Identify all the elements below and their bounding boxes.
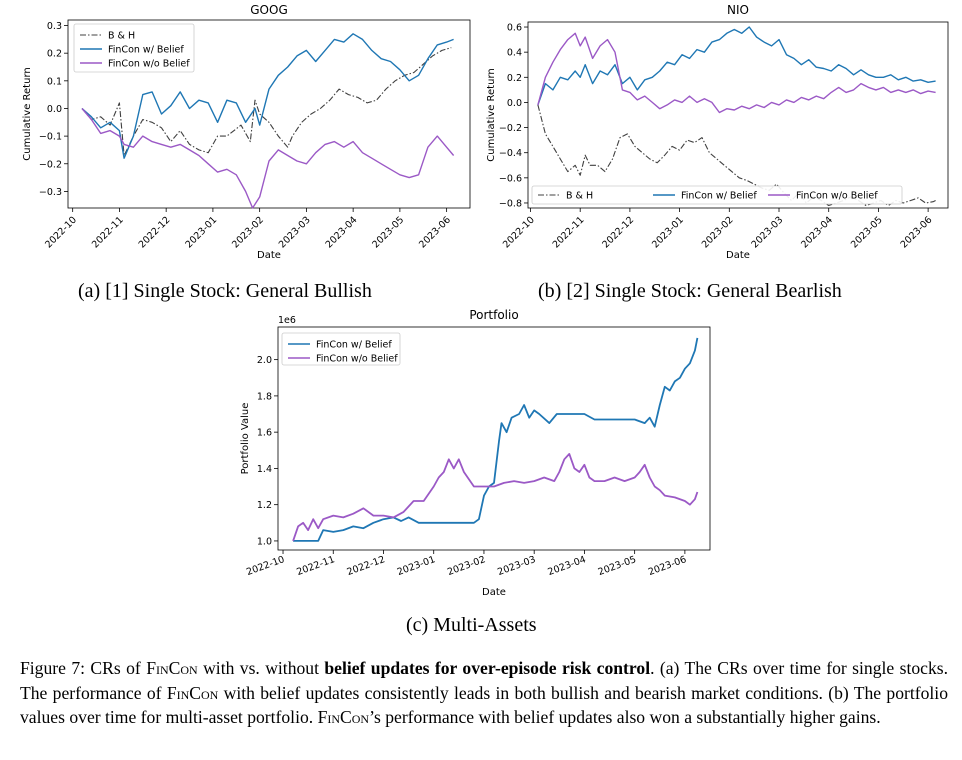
chart-portfolio: Portfolio 2.0 1.8 1.6 1.4 1.2 1.0 2022-10 2022-1… <box>240 308 711 598</box>
caption-c: (c) Multi-Assets <box>406 614 537 636</box>
x-tick-label: 2023-02 <box>700 215 736 251</box>
x-tick-label: 2022-12 <box>600 215 636 251</box>
figure-caption: Figure 7: CRs of FinCon with vs. without… <box>20 656 948 730</box>
x-axis-label: Date <box>482 587 506 598</box>
x-axis-label: Date <box>257 250 281 261</box>
chart-nio: NIO 0.6 0.4 0.2 0.0 −0.2 −0.4 −0.6 −0.8 2022-10 20… <box>486 3 949 261</box>
y-tick-label: −0.1 <box>39 132 62 143</box>
series-line-fincon-w-o-belief <box>537 32 936 114</box>
x-axis-label: Date <box>726 250 750 261</box>
x-tick-label: 2022-11 <box>295 554 336 578</box>
series-line-fincon-w-belief <box>81 33 454 159</box>
plot-area <box>67 19 471 209</box>
series-line-fincon-w-belief <box>293 337 699 542</box>
series-line-fincon-w-belief <box>537 26 936 106</box>
x-tick-label: 2022-12 <box>137 215 173 251</box>
chart-title: GOOG <box>250 3 288 17</box>
y-tick-label: 0.3 <box>47 21 62 32</box>
legend-label: FinCon w/ Belief <box>681 191 757 202</box>
chart-goog-panel: GOOG 0.3 0.2 0.1 0.0 −0.1 −0.2 −0.3 2022-10 2022-… <box>0 0 480 270</box>
x-tick-label: 2022-10 <box>501 215 537 251</box>
fincon-name: FinCon <box>317 707 370 727</box>
series-line-fincon-w-o-belief <box>81 108 455 209</box>
caption-b: (b) [2] Single Stock: General Bearlish <box>538 280 842 302</box>
x-tick-label: 2022-12 <box>345 554 386 578</box>
legend-label: FinCon w/ Belief <box>108 45 184 56</box>
legend-label: FinCon w/o Belief <box>108 59 190 70</box>
y-tick-label: 2.0 <box>257 355 272 366</box>
chart-portfolio-panel: Portfolio 2.0 1.8 1.6 1.4 1.2 1.0 2022-10 2022-1… <box>230 305 730 605</box>
caption-text: with belief updates consistently leads i… <box>20 682 948 728</box>
x-tick-label: 2023-01 <box>183 215 219 251</box>
x-tick-label: 2023-06 <box>647 554 688 578</box>
fincon-name: FinCon <box>146 658 198 678</box>
figure-label: Figure 7: <box>20 658 86 678</box>
chart-title: NIO <box>727 3 749 17</box>
x-tick-label: 2023-03 <box>496 554 537 578</box>
fincon-name: FinCon <box>166 682 219 703</box>
y-tick-label: 0.0 <box>507 98 522 109</box>
y-tick-label: 1.0 <box>257 536 272 547</box>
x-tick-label: 2023-04 <box>546 554 587 578</box>
x-tick-label: 2023-03 <box>277 215 313 251</box>
y-tick-label: 1.6 <box>257 428 272 439</box>
x-tick-label: 2022-10 <box>245 554 286 578</box>
x-tick-label: 2023-06 <box>899 215 935 251</box>
series-line-b-h <box>81 47 452 157</box>
caption-text: . (a) The CRs over time for single stock… <box>20 658 948 703</box>
y-tick-label: −0.2 <box>39 159 62 170</box>
y-tick-label: −0.2 <box>499 123 522 134</box>
x-tick-label: 2023-03 <box>750 215 786 251</box>
y-tick-label: 0.6 <box>507 23 522 34</box>
y-axis-label: Cumulative Return <box>486 68 497 161</box>
x-tick-label: 2022-11 <box>551 215 587 251</box>
y-tick-label: 0.4 <box>507 48 522 59</box>
x-tick-label: 2022-11 <box>90 215 126 251</box>
y-axis-label: Portfolio Value <box>240 403 251 475</box>
legend-label: B & H <box>108 31 135 42</box>
caption-bold: belief updates for over-episode risk con… <box>324 658 651 678</box>
y-tick-label: 1.4 <box>257 464 272 475</box>
x-tick-label: 2022-10 <box>43 215 79 251</box>
x-tick-label: 2023-05 <box>849 215 885 251</box>
legend-label: FinCon w/o Belief <box>796 191 878 202</box>
legend-box <box>73 23 195 73</box>
x-tick-label: 2023-02 <box>446 554 487 578</box>
caption-a: (a) [1] Single Stock: General Bullish <box>78 280 372 302</box>
plot-area <box>527 21 949 209</box>
x-tick-label: 2023-06 <box>417 215 453 251</box>
y-tick-label: −0.8 <box>499 198 522 209</box>
caption-text: ’s performance with belief updates also … <box>369 707 881 727</box>
y-tick-label: 0.2 <box>47 49 62 60</box>
chart-nio-panel: NIO 0.6 0.4 0.2 0.0 −0.2 −0.4 −0.6 −0.8 2022-10 20… <box>480 0 962 270</box>
chart-title: Portfolio <box>469 308 518 322</box>
y-tick-label: 0.1 <box>47 76 62 87</box>
y-tick-label: 1.8 <box>257 391 272 402</box>
x-tick-label: 2023-01 <box>650 215 686 251</box>
y-tick-label: −0.3 <box>39 187 62 198</box>
series-line-fincon-w-o-belief <box>292 453 699 542</box>
x-tick-label: 2023-04 <box>324 215 360 251</box>
legend-label: FinCon w/o Belief <box>316 354 398 365</box>
legend-label: B & H <box>566 191 593 202</box>
x-tick-label: 2023-01 <box>396 554 437 578</box>
y-tick-label: −0.6 <box>499 173 522 184</box>
y-tick-label: 0.0 <box>47 104 62 115</box>
x-tick-label: 2023-02 <box>230 215 266 251</box>
legend-box <box>531 185 903 205</box>
chart-goog: GOOG 0.3 0.2 0.1 0.0 −0.1 −0.2 −0.3 2022-10 2022-… <box>22 3 471 261</box>
y-tick-label: −0.4 <box>499 148 522 159</box>
x-tick-label: 2023-05 <box>597 554 638 578</box>
plot-area <box>277 326 711 551</box>
y-scale-label: 1e6 <box>278 315 296 326</box>
x-tick-label: 2023-04 <box>799 215 835 251</box>
caption-text: with vs. without <box>197 658 325 678</box>
legend-box <box>281 332 401 366</box>
y-tick-label: 1.2 <box>257 500 272 511</box>
y-tick-label: 0.2 <box>507 73 522 84</box>
legend-label: FinCon w/ Belief <box>316 340 392 351</box>
y-axis-label: Cumulative Return <box>22 67 33 160</box>
x-tick-label: 2023-05 <box>370 215 406 251</box>
caption-text: CRs of <box>85 658 147 678</box>
